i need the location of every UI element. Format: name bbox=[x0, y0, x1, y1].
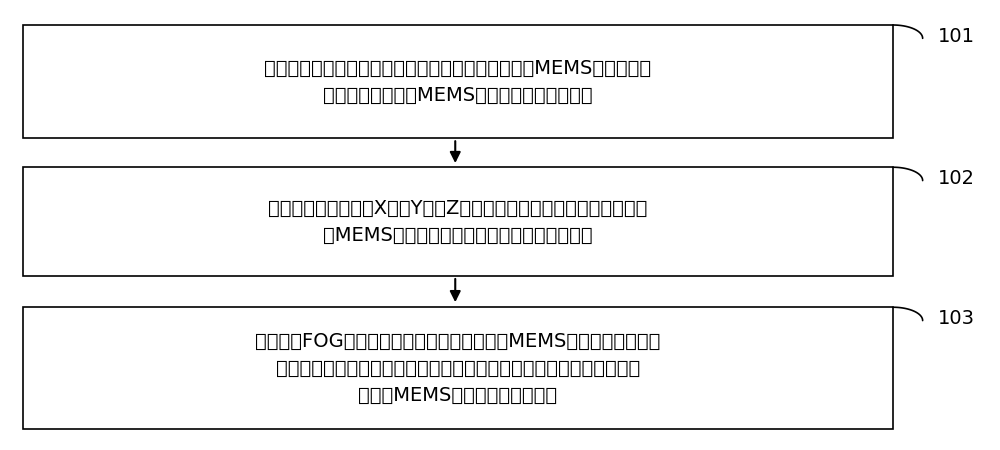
FancyBboxPatch shape bbox=[23, 25, 893, 138]
Text: 在复合测量装置上电静置第一预设时长后，采集三轴MEMS陀螺静态输
出，确定所述三轴MEMS陀螺的零位漂移估计值: 在复合测量装置上电静置第一预设时长后，采集三轴MEMS陀螺静态输 出，确定所述三… bbox=[264, 58, 651, 105]
FancyBboxPatch shape bbox=[23, 167, 893, 276]
Text: 所述复合测量装置在X轴、Y轴和Z轴分别转动预设角度后，获取所述三
轴MEMS陀螺补偿所述零位漂移估计值后的输出: 所述复合测量装置在X轴、Y轴和Z轴分别转动预设角度后，获取所述三 轴MEMS陀螺… bbox=[268, 198, 647, 245]
Text: 基于单轴FOG输出作为基准值，根据所述三轴MEMS陀螺补偿所述零位
漂移估计值后的输出对三轴陀螺标度误差进行卡尔曼滤波估计，得到所
述三轴MEMS陀螺标度误差估: 基于单轴FOG输出作为基准值，根据所述三轴MEMS陀螺补偿所述零位 漂移估计值后… bbox=[255, 332, 660, 405]
FancyBboxPatch shape bbox=[23, 307, 893, 429]
Text: 101: 101 bbox=[938, 27, 975, 46]
Text: 102: 102 bbox=[938, 170, 975, 189]
Text: 103: 103 bbox=[938, 310, 975, 328]
